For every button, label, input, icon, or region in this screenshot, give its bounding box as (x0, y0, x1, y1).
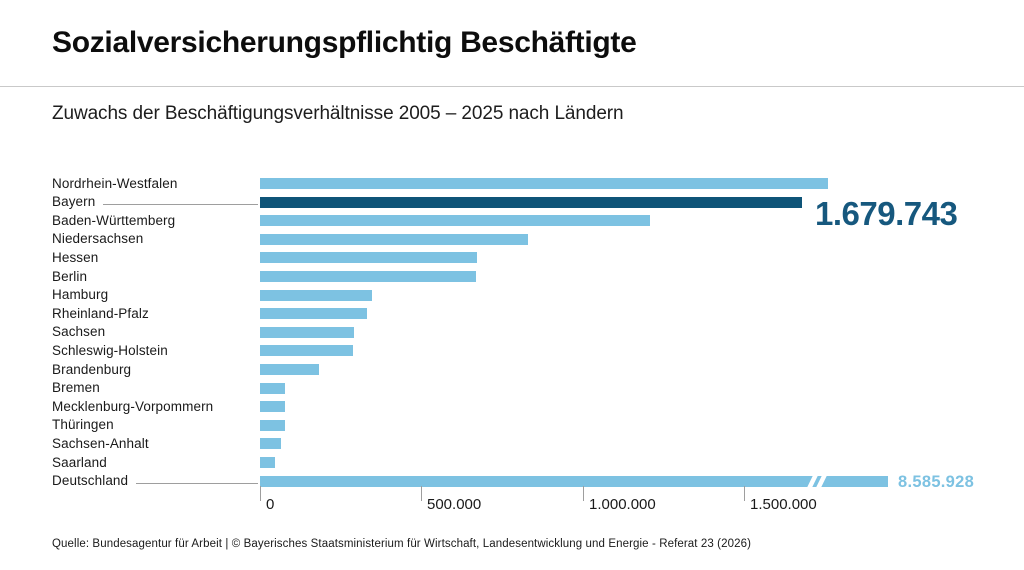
bar (260, 308, 367, 320)
source-note: Quelle: Bundesagentur für Arbeit | © Bay… (52, 538, 752, 550)
highlight-value-label: 1.679.743 (815, 195, 958, 233)
bar (260, 289, 372, 301)
bar (260, 178, 828, 189)
page-title: Sozialversicherungspflichtig Beschäftigt… (52, 26, 637, 59)
axis-tick (583, 486, 584, 501)
bar (260, 345, 353, 357)
category-label: Schleswig-Holstein (52, 342, 168, 358)
title-divider (0, 86, 1024, 87)
category-label: Deutschland (52, 473, 129, 489)
category-label: Nordrhein-Westfalen (52, 175, 178, 191)
bar (260, 475, 888, 487)
leader-line (103, 204, 258, 206)
leader-line (136, 483, 258, 485)
category-label: Baden-Württemberg (52, 212, 176, 228)
bar (260, 419, 285, 431)
category-label: Rheinland-Pfalz (52, 305, 149, 321)
category-label: Sachsen (52, 324, 106, 340)
axis-tick (744, 486, 745, 501)
axis-tick-label: 0 (266, 496, 275, 513)
category-label: Hamburg (52, 287, 109, 303)
axis-tick (421, 486, 422, 501)
bar (260, 271, 476, 282)
category-label: Saarland (52, 454, 107, 470)
category-label: Mecklenburg-Vorpommern (52, 398, 214, 414)
category-label: Niedersachsen (52, 231, 144, 247)
bar (260, 252, 477, 264)
category-label: Thüringen (52, 417, 114, 433)
chart-subtitle: Zuwachs der Beschäftigungsverhältnisse 2… (52, 103, 624, 124)
category-label: Brandenburg (52, 361, 132, 377)
category-label: Sachsen-Anhalt (52, 435, 149, 451)
axis-tick (260, 486, 261, 501)
axis-tick-label: 500.000 (427, 496, 482, 513)
axis-tick-label: 1.500.000 (750, 496, 817, 513)
bar-highlight (260, 196, 802, 208)
bar (260, 364, 319, 375)
category-label: Bayern (52, 194, 96, 210)
bar (260, 215, 650, 227)
category-label: Hessen (52, 249, 99, 265)
category-label: Berlin (52, 268, 88, 284)
bar (260, 438, 281, 450)
bar (260, 233, 528, 245)
axis-tick-label: 1.000.000 (589, 496, 656, 513)
total-value-label: 8.585.928 (898, 473, 975, 492)
bar (260, 457, 275, 468)
bar (260, 401, 285, 413)
category-label: Bremen (52, 380, 100, 396)
bar (260, 382, 285, 394)
bar (260, 326, 354, 338)
